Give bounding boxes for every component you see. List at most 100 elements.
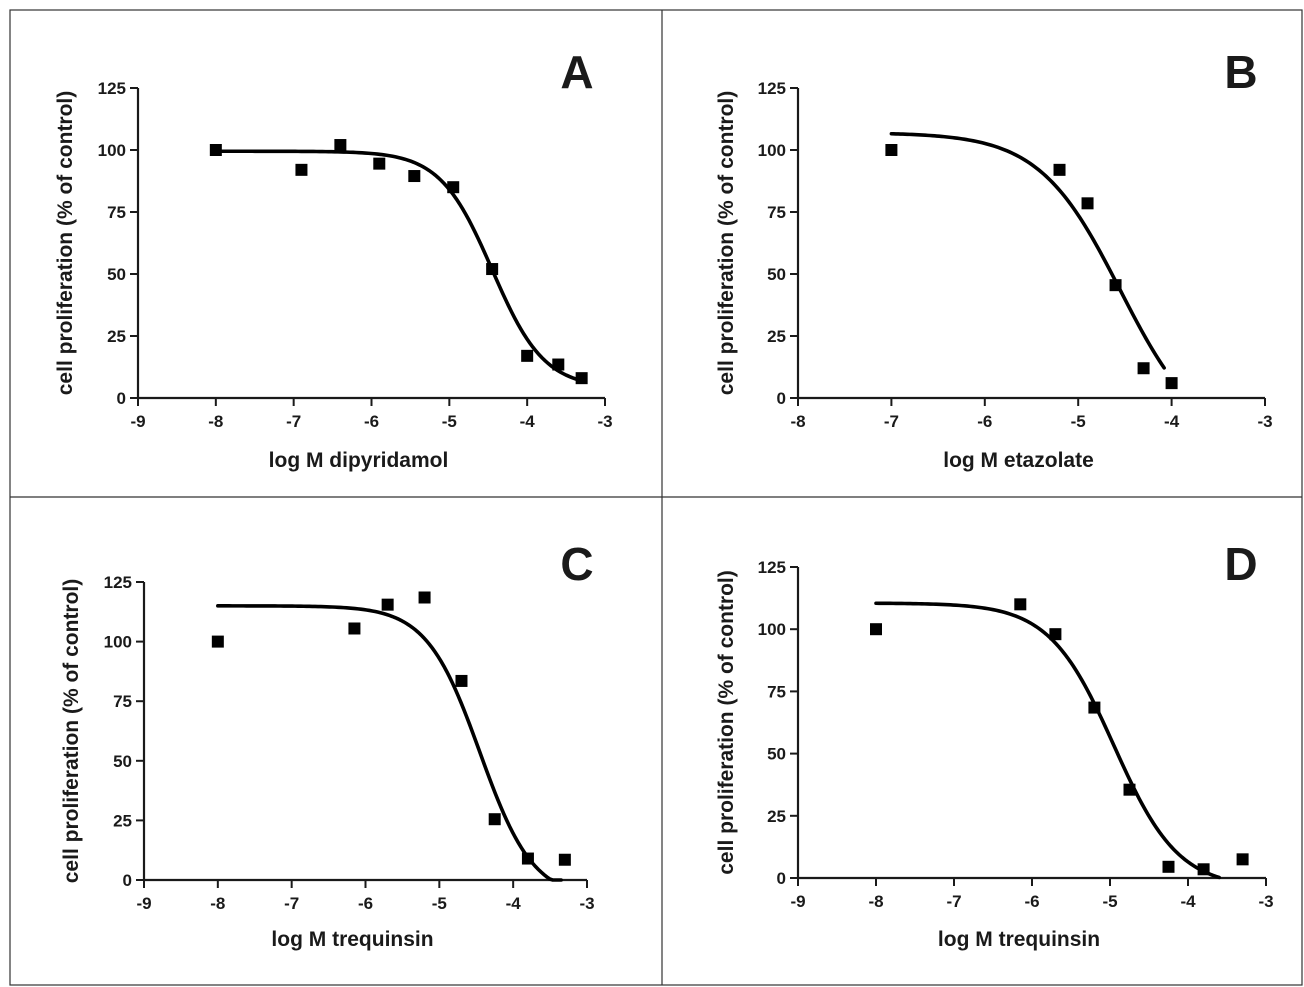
data-point: [1088, 701, 1101, 714]
panel-a: 0 25 50 75 100 125 -9 -8 -7 -6 -5 -4 -3 log M dipyrid…: [54, 46, 613, 472]
panels: 0 25 50 75 100 125 -9 -8 -7 -6 -5 -4 -3 log M dipyrid…: [54, 46, 1274, 951]
y-tick-label: 0: [777, 869, 786, 888]
data-point: [486, 263, 499, 276]
data-point: [575, 372, 588, 385]
x-axis-title: log M trequinsin: [271, 928, 433, 951]
x-tick-label: -7: [884, 412, 899, 431]
y-tick-label: 100: [104, 633, 132, 652]
data-point: [447, 181, 460, 194]
x-axis-title: log M trequinsin: [938, 928, 1100, 951]
data-point: [373, 157, 386, 170]
data-point: [870, 623, 882, 636]
data-point: [408, 170, 421, 183]
panel-c: 0 25 50 75 100 125 -9 -8 -7 -6 -5 -4 -3 log M trequin…: [60, 538, 595, 951]
x-tick-label: -8: [208, 412, 223, 431]
data-point: [521, 852, 534, 865]
y-tick-label: 100: [758, 141, 786, 160]
x-tick-label: -5: [432, 894, 447, 913]
x-tick-label: -9: [136, 894, 151, 913]
fit-curve: [214, 149, 584, 383]
y-tick-label: 100: [98, 141, 126, 160]
panel-letter: A: [560, 46, 593, 98]
y-tick-label: 50: [113, 752, 132, 771]
x-tick-label: -6: [358, 894, 373, 913]
y-tick-label: 25: [107, 327, 126, 346]
panel-borders: [9, 9, 1303, 986]
data-point: [418, 591, 431, 604]
data-point: [1197, 863, 1210, 876]
x-tick-label: -7: [286, 412, 301, 431]
x-tick-label: -4: [520, 412, 536, 431]
data-point: [295, 163, 308, 176]
y-tick-label: 125: [758, 79, 786, 98]
fit-curve: [889, 131, 1166, 370]
y-tick-label: 25: [767, 807, 786, 826]
y-tick-label: 125: [104, 573, 132, 592]
x-axis-title: log M dipyridamol: [269, 449, 449, 472]
x-tick-label: -3: [597, 412, 612, 431]
y-tick-label: 125: [98, 79, 126, 98]
x-tick-label: -3: [1257, 412, 1272, 431]
y-axis-title: cell proliferation (% of control): [715, 570, 738, 875]
data-point: [558, 853, 571, 866]
x-tick-label: -8: [790, 412, 805, 431]
x-tick-label: -5: [1102, 892, 1117, 911]
panel-letter: D: [1224, 538, 1257, 590]
y-tick-label: 75: [107, 203, 126, 222]
data-point: [348, 622, 361, 635]
y-tick-label: 100: [758, 620, 786, 639]
x-tick-label: -8: [210, 894, 225, 913]
data-point: [885, 144, 898, 156]
data-point: [1081, 197, 1094, 210]
y-tick-label: 25: [113, 811, 132, 830]
x-tick-label: -7: [284, 894, 299, 913]
y-tick-label: 0: [123, 871, 132, 890]
x-tick-label: -4: [1164, 412, 1180, 431]
y-tick-label: 75: [113, 692, 132, 711]
data-point: [1049, 628, 1062, 641]
x-tick-label: -4: [1180, 892, 1196, 911]
data-point: [552, 358, 565, 371]
y-tick-label: 50: [767, 745, 786, 764]
x-tick-label: -9: [130, 412, 145, 431]
x-tick-label: -5: [1071, 412, 1086, 431]
y-axis-title: cell proliferation (% of control): [715, 91, 738, 396]
y-tick-label: 0: [777, 389, 786, 408]
y-tick-label: 50: [767, 265, 786, 284]
data-point: [1123, 783, 1136, 796]
x-tick-label: -9: [790, 892, 805, 911]
x-tick-label: -6: [364, 412, 379, 431]
panel-b: 0 25 50 75 100 125 -8 -7 -6 -5 -4 -3 log M etazolate…: [715, 46, 1273, 472]
panel-d: 0 25 50 75 100 125 -9 -8 -7 -6 -5 -4 -3 log M trequin…: [715, 538, 1274, 951]
data-point: [1053, 163, 1066, 176]
x-tick-label: -3: [1258, 892, 1273, 911]
y-tick-label: 0: [117, 389, 126, 408]
x-tick-label: -7: [946, 892, 961, 911]
y-axis-title: cell proliferation (% of control): [54, 91, 77, 396]
data-point: [521, 349, 534, 362]
x-tick-label: -8: [868, 892, 883, 911]
data-point: [209, 144, 222, 156]
fit-curve: [216, 604, 563, 882]
x-tick-label: -3: [579, 894, 594, 913]
data-point: [488, 813, 501, 826]
data-point: [1109, 279, 1122, 292]
y-tick-label: 125: [758, 558, 786, 577]
x-axis-title: log M etazolate: [943, 449, 1094, 472]
panel-letter: B: [1224, 46, 1257, 98]
data-point: [211, 635, 224, 648]
data-point: [381, 598, 394, 611]
data-point: [1165, 377, 1178, 390]
y-tick-label: 75: [767, 203, 786, 222]
data-point: [455, 674, 468, 687]
x-tick-label: -4: [506, 894, 522, 913]
data-point: [1162, 860, 1175, 873]
y-tick-label: 50: [107, 265, 126, 284]
x-tick-label: -6: [977, 412, 992, 431]
x-tick-label: -5: [442, 412, 457, 431]
x-tick-label: -6: [1024, 892, 1039, 911]
y-tick-label: 75: [767, 682, 786, 701]
y-axis-title: cell proliferation (% of control): [60, 579, 83, 884]
data-point: [1137, 362, 1150, 375]
